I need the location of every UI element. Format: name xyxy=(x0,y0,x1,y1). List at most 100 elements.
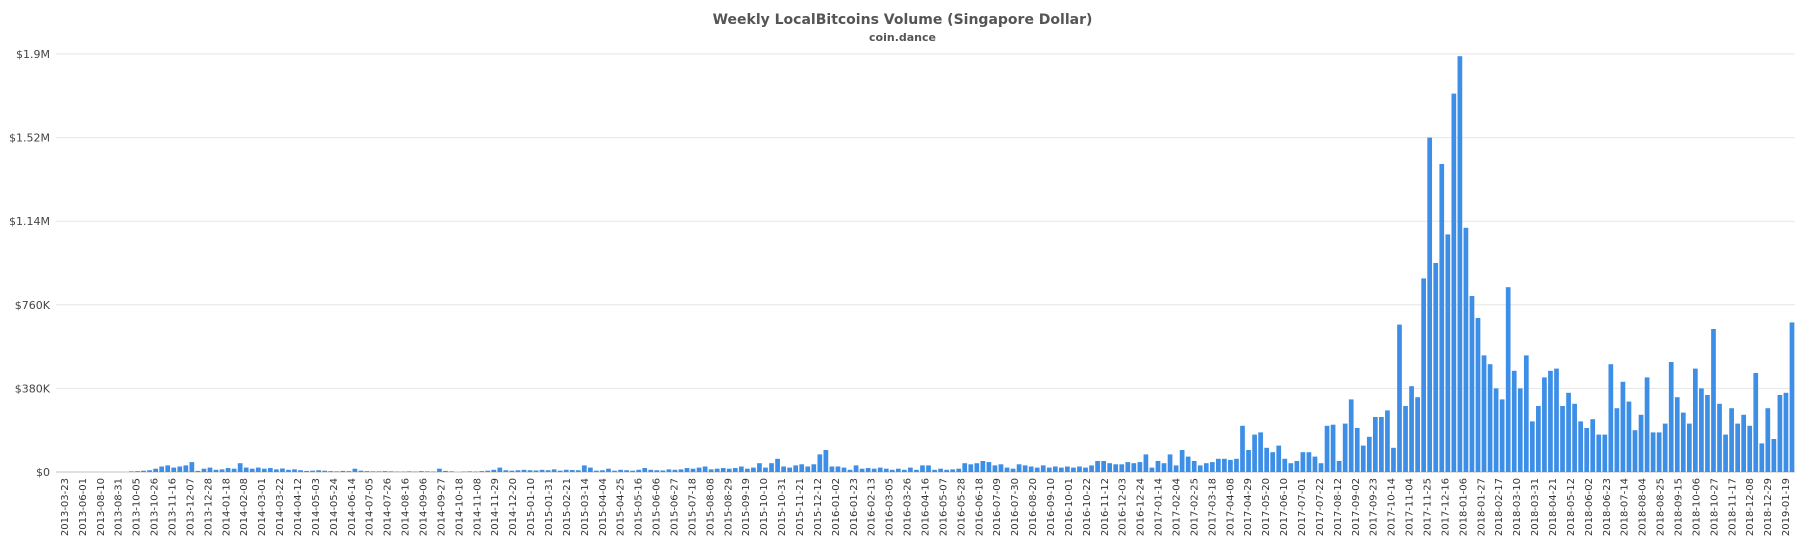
x-tick-label: 2015-10-31 xyxy=(777,478,788,536)
bar xyxy=(1240,425,1245,472)
bar xyxy=(883,468,889,472)
x-tick-label: 2013-11-16 xyxy=(168,478,179,536)
x-tick-label: 2016-02-13 xyxy=(867,478,878,536)
bar xyxy=(1143,454,1149,472)
x-tick-label: 2018-01-27 xyxy=(1476,478,1487,536)
bar xyxy=(1674,397,1680,472)
x-tick-label: 2015-02-21 xyxy=(562,478,573,536)
bar xyxy=(1511,370,1517,472)
bar xyxy=(1415,397,1420,472)
x-tick-label: 2016-09-10 xyxy=(1046,478,1057,536)
bar xyxy=(630,470,635,472)
bar xyxy=(1083,467,1088,472)
bar xyxy=(1693,368,1698,472)
bar xyxy=(1741,414,1747,472)
x-tick-label: 2017-07-01 xyxy=(1297,478,1308,536)
bar xyxy=(835,466,841,472)
x-tick-label: 2016-05-28 xyxy=(956,478,967,536)
bar xyxy=(1185,456,1191,472)
bar xyxy=(431,471,436,473)
bar xyxy=(1542,377,1547,472)
x-tick-label: 2013-10-26 xyxy=(150,478,161,536)
bar xyxy=(1354,428,1360,472)
bar xyxy=(1578,421,1583,472)
bar xyxy=(1723,434,1728,472)
x-tick-label: 2018-03-31 xyxy=(1530,478,1541,536)
bar xyxy=(141,470,146,472)
bar xyxy=(382,471,388,472)
bar xyxy=(1179,450,1185,472)
bar xyxy=(1010,468,1016,472)
bar xyxy=(1602,434,1608,472)
chart-subtitle: coin.dance xyxy=(869,31,936,44)
bar xyxy=(1403,406,1408,472)
x-tick-label: 2018-03-10 xyxy=(1512,478,1523,536)
bar xyxy=(678,469,684,472)
bar xyxy=(1475,318,1481,472)
bar xyxy=(280,468,285,472)
bar xyxy=(225,468,231,472)
bar xyxy=(672,469,678,472)
y-tick-label: $0 xyxy=(36,466,50,479)
bar xyxy=(201,468,207,472)
x-tick-label: 2014-05-03 xyxy=(311,478,322,536)
bar xyxy=(1203,463,1209,472)
x-tick-label: 2017-01-14 xyxy=(1154,478,1165,536)
bar xyxy=(1451,93,1457,472)
bar xyxy=(1366,436,1372,472)
bar xyxy=(1614,408,1620,472)
bar xyxy=(1173,465,1179,472)
bar xyxy=(1040,465,1046,472)
bar xyxy=(575,470,581,472)
bar xyxy=(1523,355,1529,472)
bar xyxy=(877,467,883,472)
bar xyxy=(189,462,195,472)
bar xyxy=(298,470,303,472)
bar xyxy=(165,465,171,472)
x-tick-label: 2018-01-06 xyxy=(1458,478,1469,536)
bar xyxy=(1747,425,1753,472)
bar xyxy=(388,471,394,472)
bar xyxy=(1735,423,1740,472)
bar xyxy=(195,470,201,472)
bar xyxy=(406,471,412,472)
bar xyxy=(1445,234,1451,472)
chart-title: Weekly LocalBitcoins Volume (Singapore D… xyxy=(712,12,1093,28)
bar xyxy=(1699,388,1704,472)
x-tick-label: 2017-10-14 xyxy=(1387,478,1398,536)
bar xyxy=(1493,388,1499,472)
x-tick-label: 2014-04-12 xyxy=(293,478,304,536)
bar xyxy=(1016,464,1022,472)
bar xyxy=(376,471,382,472)
bar xyxy=(328,471,334,472)
bar xyxy=(1004,467,1010,472)
bar xyxy=(1125,462,1131,472)
bar xyxy=(1222,458,1227,472)
bar xyxy=(569,470,575,472)
bar xyxy=(1662,423,1668,472)
bar xyxy=(853,465,859,472)
x-tick-label: 2017-06-10 xyxy=(1279,478,1290,536)
bar xyxy=(950,469,956,472)
bar xyxy=(757,463,762,472)
bar xyxy=(1584,428,1590,472)
bar xyxy=(1149,467,1155,472)
x-tick-label: 2015-01-10 xyxy=(526,478,537,536)
bar xyxy=(600,470,605,472)
bar xyxy=(1046,467,1052,472)
bar xyxy=(1572,403,1577,472)
bar xyxy=(129,471,134,472)
x-tick-label: 2017-11-04 xyxy=(1405,478,1416,536)
bar xyxy=(1052,466,1058,472)
bar xyxy=(1753,373,1759,472)
bar xyxy=(1306,452,1312,472)
bar xyxy=(708,469,714,472)
bar xyxy=(443,470,448,472)
bar xyxy=(908,467,913,472)
bar xyxy=(1294,461,1300,472)
bar xyxy=(1065,466,1070,472)
bar xyxy=(1137,462,1143,472)
bar xyxy=(491,469,497,472)
bar xyxy=(1391,447,1396,472)
bar xyxy=(1668,362,1674,472)
